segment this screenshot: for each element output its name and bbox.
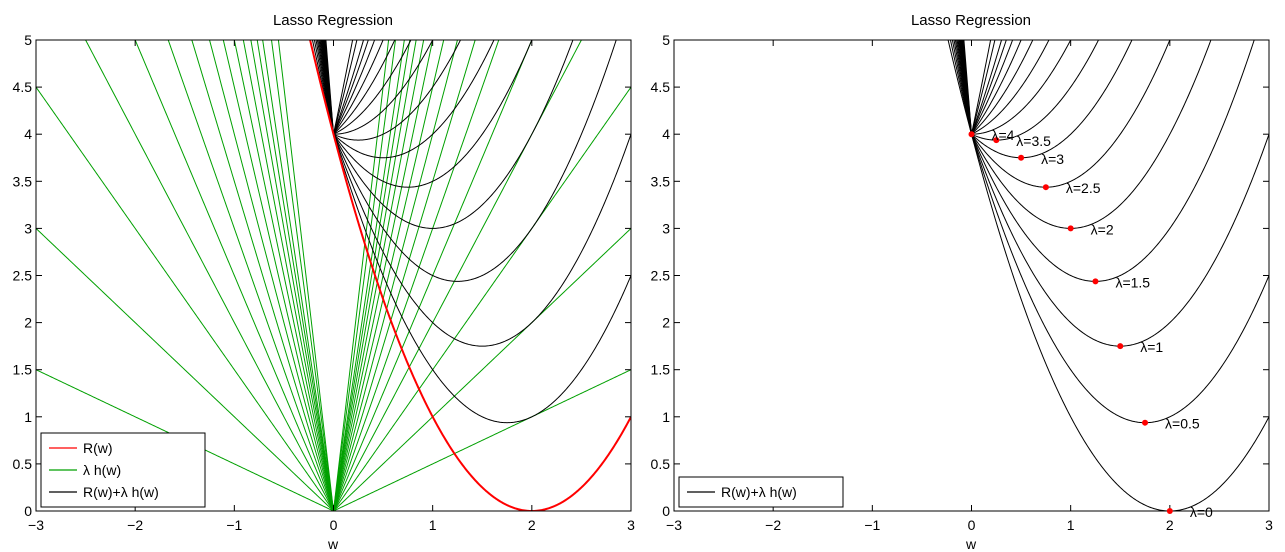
y-tick-label: 3 xyxy=(24,220,32,236)
y-tick-label: 4.5 xyxy=(651,79,671,95)
minimum-marker xyxy=(969,131,975,137)
x-tick-label: 3 xyxy=(627,517,635,533)
chart-right: −3 −2 −1 0 1 2 3 0 0.5 1 1.5 2 2.5 3 3.5 4 4.5 5 λ=0 λ=0.5… xyxy=(651,0,1274,552)
minimum-label: λ=2 xyxy=(1091,221,1114,237)
y-tick-label: 0 xyxy=(24,503,32,519)
minimum-marker xyxy=(1018,155,1024,161)
minimum-marker xyxy=(1167,508,1173,514)
minimum-marker xyxy=(1043,184,1049,190)
y-tick-label: 5 xyxy=(24,32,32,48)
minimum-marker xyxy=(1117,343,1123,349)
y-tick-label: 0.5 xyxy=(651,456,671,472)
y-tick-label: 2.5 xyxy=(13,268,33,284)
x-tick-label: 0 xyxy=(968,517,976,533)
y-tick-label: 2 xyxy=(24,315,32,331)
chart-left: −3 −2 −1 0 1 2 3 0 0.5 1 1.5 2 2.5 3 3.5 4 4.5 5 Lasso Re… xyxy=(13,0,636,552)
x-tick-label: 1 xyxy=(429,517,437,533)
legend-left: R(w) λ h(w) R(w)+λ h(w) xyxy=(41,433,205,507)
x-axis-label-right: w xyxy=(965,536,977,552)
chart-title-right: Lasso Regression xyxy=(911,12,1031,29)
plot-area-right xyxy=(674,40,1269,511)
minimum-label: λ=1 xyxy=(1140,339,1163,355)
legend-entry: λ h(w) xyxy=(83,462,121,478)
y-tick-label: 5 xyxy=(662,32,670,48)
y-tick-label: 4 xyxy=(662,126,670,142)
y-tick-label: 2.5 xyxy=(651,268,671,284)
legend-right: R(w)+λ h(w) xyxy=(679,477,843,507)
chart-title-left: Lasso Regression xyxy=(273,12,393,29)
x-tick-label: −3 xyxy=(28,517,44,533)
y-tick-label: 2 xyxy=(662,315,670,331)
y-tick-label: 1.5 xyxy=(13,362,33,378)
minimum-label: λ=1.5 xyxy=(1115,274,1150,290)
minimum-marker xyxy=(1068,225,1074,231)
legend-entry: R(w)+λ h(w) xyxy=(721,484,797,500)
x-tick-label: −3 xyxy=(666,517,682,533)
y-tick-label: 0.5 xyxy=(13,456,33,472)
x-tick-label: −2 xyxy=(765,517,781,533)
minimum-label: λ=3 xyxy=(1041,151,1064,167)
y-tick-label: 3.5 xyxy=(651,173,671,189)
x-tick-label: 0 xyxy=(330,517,338,533)
x-tick-label: 2 xyxy=(528,517,536,533)
y-tick-label: 3.5 xyxy=(13,173,33,189)
y-tick-label: 1 xyxy=(662,409,670,425)
minimum-label: λ=4 xyxy=(992,127,1015,143)
y-tick-label: 1.5 xyxy=(651,362,671,378)
x-tick-label: 2 xyxy=(1166,517,1174,533)
x-tick-label: −1 xyxy=(226,517,242,533)
legend-entry: R(w) xyxy=(83,440,113,456)
x-tick-label: −2 xyxy=(127,517,143,533)
y-tick-label: 4 xyxy=(24,126,32,142)
y-tick-label: 4.5 xyxy=(13,79,33,95)
legend-entry: R(w)+λ h(w) xyxy=(83,484,159,500)
y-tick-label: 1 xyxy=(24,409,32,425)
x-tick-label: 1 xyxy=(1067,517,1075,533)
minimum-label: λ=3.5 xyxy=(1016,133,1051,149)
minimum-label: λ=0 xyxy=(1190,504,1213,520)
y-tick-label: 3 xyxy=(662,220,670,236)
minimum-marker xyxy=(1142,420,1148,426)
x-tick-label: −1 xyxy=(864,517,880,533)
y-tick-label: 0 xyxy=(662,503,670,519)
minimum-label: λ=2.5 xyxy=(1066,180,1101,196)
minimum-marker xyxy=(1092,278,1098,284)
x-tick-label: 3 xyxy=(1265,517,1273,533)
x-axis-label-left: w xyxy=(327,536,339,552)
minimum-label: λ=0.5 xyxy=(1165,416,1200,432)
